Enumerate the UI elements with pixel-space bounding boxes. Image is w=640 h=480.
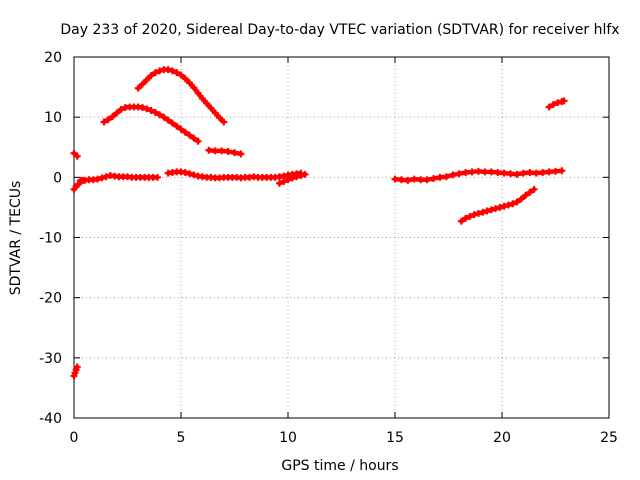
y-tick-label: -30: [39, 351, 62, 367]
x-tick-label: 15: [386, 430, 404, 446]
y-tick-label: -10: [39, 231, 62, 247]
data-points: [70, 66, 568, 380]
series-arc-08: [205, 146, 245, 158]
data-point: [560, 97, 568, 105]
series-arc-01: [70, 149, 81, 160]
x-axis-label: GPS time / hours: [281, 458, 398, 474]
data-point: [530, 185, 538, 193]
y-tick-label: -40: [39, 411, 62, 427]
chart-title: Day 233 of 2020, Sidereal Day-to-day VTE…: [60, 22, 619, 38]
data-point: [153, 173, 161, 181]
series-arc-09: [275, 170, 309, 187]
y-tick-label: 20: [44, 50, 62, 66]
y-tick-label: 10: [44, 110, 62, 126]
series-arc-12: [545, 97, 568, 111]
ticks: 0 5 10 15 20 25 -40 -30 -20 -10 0 10 20: [39, 50, 618, 446]
y-tick-label: 0: [53, 170, 62, 186]
x-tick-label: 25: [600, 430, 618, 446]
series-arc-04: [76, 172, 161, 184]
series-arc-06: [134, 66, 228, 126]
x-tick-label: 20: [493, 430, 511, 446]
series-arc-11: [457, 185, 538, 225]
data-point: [220, 118, 228, 126]
data-point: [301, 170, 309, 178]
grid: [74, 57, 609, 418]
data-point: [237, 150, 245, 158]
x-tick-label: 5: [177, 430, 186, 446]
y-axis-label: SDTVAR / TECUs: [8, 181, 24, 296]
x-tick-label: 10: [279, 430, 297, 446]
x-tick-label: 0: [70, 430, 79, 446]
data-point: [558, 167, 566, 175]
data-point: [73, 152, 81, 160]
series-arc-10: [391, 167, 566, 184]
series-arc-05: [100, 103, 202, 145]
series-arc-02: [70, 363, 81, 380]
y-tick-label: -20: [39, 291, 62, 307]
data-point: [73, 363, 81, 371]
data-point: [194, 137, 202, 145]
